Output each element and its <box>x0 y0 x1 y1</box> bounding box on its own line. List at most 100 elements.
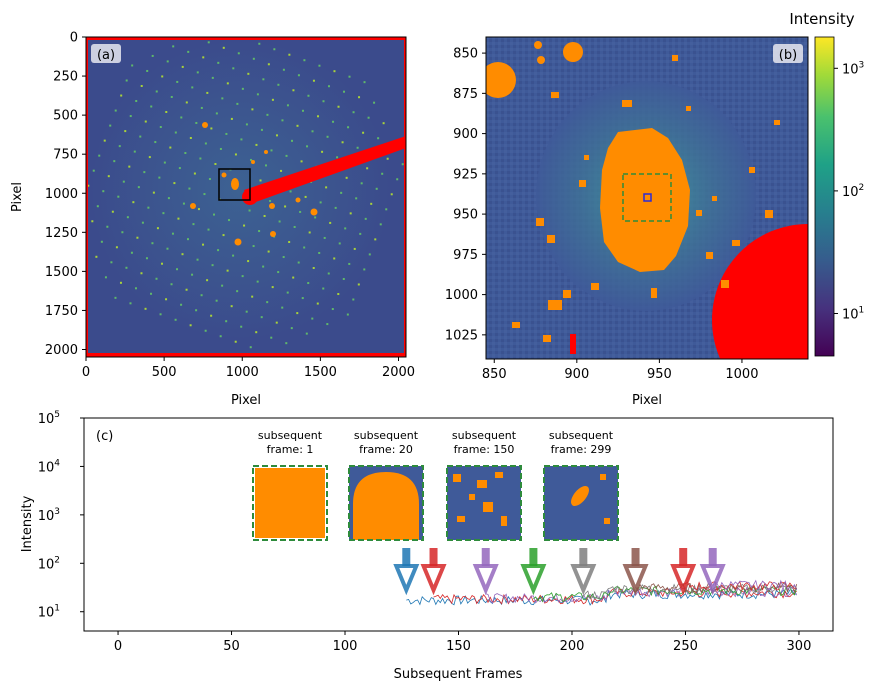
panel-c-arrow <box>420 548 447 596</box>
inset-title-line1: subsequent <box>354 429 419 442</box>
inset-image <box>252 465 328 541</box>
panel-a-bragg-spot <box>87 184 90 187</box>
panel-a-bragg-spot <box>255 331 258 334</box>
panel-a-bragg-spot <box>332 120 335 123</box>
panel-a-bragg-spot <box>234 153 237 156</box>
panel-a-bragg-spot <box>106 225 109 228</box>
panel-a-bragg-spot <box>348 262 351 265</box>
panel-a-bragg-spot <box>95 255 98 258</box>
panel-a-bragg-spot <box>386 157 389 160</box>
panel-a-bragg-spot <box>155 277 158 280</box>
panel-a-bragg-spot <box>176 268 179 271</box>
panel-a-edge-mask-right <box>404 37 406 357</box>
panel-a-bragg-spot <box>92 169 95 172</box>
panel-b-y-tick-label: 1025 <box>445 328 478 343</box>
inset-title-line2: frame: 150 <box>454 443 515 456</box>
panel-a-bragg-spot <box>270 336 273 339</box>
panel-a-bragg-spot <box>225 320 228 323</box>
panel-a-bragg-spot <box>396 178 399 181</box>
panel-a-bragg-spot <box>228 219 231 222</box>
panel-c-x-tick-label: 300 <box>787 639 812 654</box>
inset-title-line1: subsequent <box>258 429 323 442</box>
panel-a-bragg-spot <box>265 164 268 167</box>
panel-a-bragg-spot <box>226 269 229 272</box>
panel-a-bragg-spot <box>307 282 310 285</box>
panel-a-bragg-spot <box>305 332 308 335</box>
inset-mask-spot <box>469 494 475 500</box>
panel-a-bragg-spot <box>171 232 174 235</box>
colorbar: Intensity 103 102 101 <box>789 10 864 357</box>
panel-a-bragg-spot <box>282 68 285 71</box>
panel-a-y-ticks: 0 250 500 750 1000 1250 1500 1750 2000 <box>45 31 86 358</box>
panel-a-bragg-spot <box>200 106 203 109</box>
panel-a-bragg-spot <box>321 150 324 153</box>
panel-a-bragg-spot <box>182 202 185 205</box>
panel-a-bragg-spot <box>111 210 114 213</box>
panel-b-y-tick-label: 950 <box>453 208 478 223</box>
panel-a-bragg-spot <box>147 206 150 209</box>
panel-b: (b) 850 900 950 1000 850 875 900 925 950 975 1000… <box>445 36 809 408</box>
panel-a-bragg-spot <box>136 236 139 239</box>
panel-a-bragg-spot <box>356 146 359 149</box>
panel-a-bragg-spot <box>145 257 148 260</box>
panel-a-bragg-spot <box>329 221 332 224</box>
colorbar-gradient <box>814 36 835 357</box>
panel-a-bragg-spot <box>357 283 360 286</box>
panel-a-bragg-spot <box>222 46 225 49</box>
panel-a-bragg-spot <box>263 215 266 218</box>
panel-a-bragg-spot <box>311 130 314 133</box>
panel-a-bragg-spot <box>134 287 137 290</box>
panel-a-bragg-spot <box>221 284 224 287</box>
panel-c-arrow-head <box>670 564 697 596</box>
panel-a-bragg-spot <box>299 210 302 213</box>
panel-a-bragg-spot <box>266 113 269 116</box>
panel-a-bragg-spot <box>206 91 209 94</box>
panel-a-bragg-spot <box>377 137 380 140</box>
panel-a-bragg-spot <box>382 122 385 125</box>
panel-a-bragg-spot <box>191 273 194 276</box>
panel-a-bragg-spot <box>212 213 215 216</box>
panel-a-bragg-spot <box>251 295 254 298</box>
panel-a-bragg-spot <box>207 228 210 231</box>
panel-a-bragg-spot <box>117 195 120 198</box>
panel-a-bragg-spot <box>375 187 378 190</box>
panel-a-roi-box <box>218 168 251 201</box>
panel-c-arrow-shaft <box>429 548 438 566</box>
panel-a-bragg-spot <box>186 238 189 241</box>
panel-a-bragg-spot <box>189 324 192 327</box>
panel-a-bragg-spot <box>301 297 304 300</box>
panel-a-bragg-spot <box>126 216 129 219</box>
inset-mask <box>255 468 325 538</box>
panel-a-bragg-spot <box>318 251 321 254</box>
panel-b-central-spot <box>600 128 690 272</box>
panel-a-bragg-spot <box>281 119 284 122</box>
panel-a-tag: (a) <box>97 48 115 63</box>
panel-a-bragg-spot <box>333 257 336 260</box>
panel-a-bragg-spot <box>241 87 244 90</box>
panel-a-bragg-spot <box>156 227 159 230</box>
panel-a-bragg-spot <box>267 63 270 66</box>
panel-a-bragg-spot <box>285 154 288 157</box>
panel-a-bragg-spot <box>297 74 300 77</box>
panel-a-bragg-spot <box>222 234 225 237</box>
panel-a-bragg-spot <box>270 149 273 152</box>
panel-a-bragg-spot <box>166 60 169 63</box>
panel-c-arrow-head <box>570 564 597 596</box>
panel-a-bragg-spot <box>120 94 123 97</box>
panel-a-bragg-spot <box>267 250 270 253</box>
panel-a-bragg-spot <box>333 70 336 73</box>
panel-a-bragg-spot <box>366 167 369 170</box>
panel-a-bragg-spot <box>363 81 366 84</box>
panel-a-bragg-spot <box>286 104 289 107</box>
panel-a-bragg-spot <box>128 165 131 168</box>
panel-a-bragg-spot <box>125 266 128 269</box>
panel-a-bragg-spot <box>311 317 314 320</box>
panel-a-bragg-spot <box>241 275 244 278</box>
panel-a-bragg-spot <box>232 67 235 70</box>
panel-b-y-tick-label: 975 <box>453 248 478 263</box>
panel-a-bragg-spot <box>286 291 289 294</box>
panel-c-series <box>406 579 798 606</box>
panel-a-bragg-spot <box>144 120 147 123</box>
inset-title-line1: subsequent <box>549 429 614 442</box>
